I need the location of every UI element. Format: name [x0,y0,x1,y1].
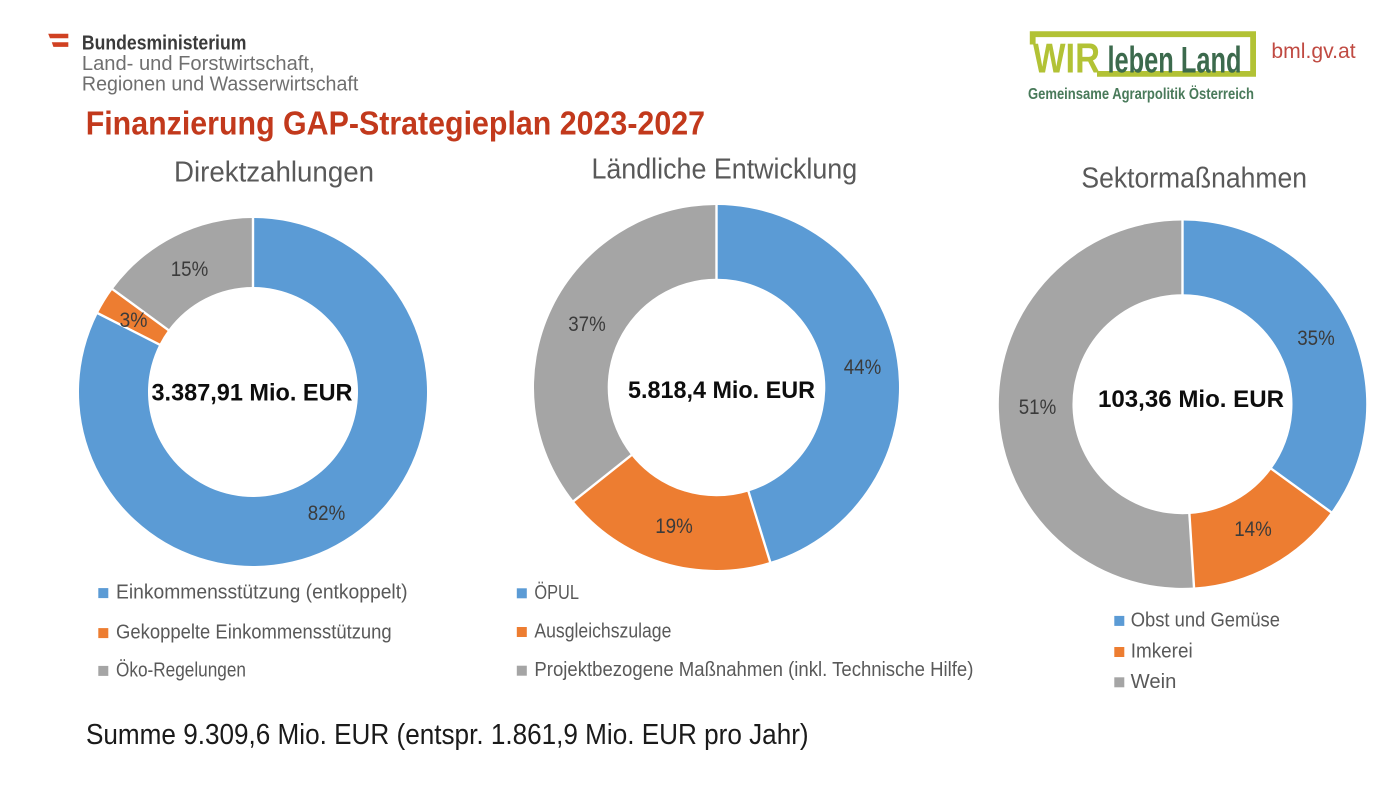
svg-text:3.387,91 Mio. EUR: 3.387,91 Mio. EUR [152,380,353,407]
svg-text:Projektbezogene Maßnahmen (ink: Projektbezogene Maßnahmen (inkl. Technis… [534,659,973,681]
svg-text:Land- und Forstwirtschaft,: Land- und Forstwirtschaft, [82,52,315,75]
svg-text:14%: 14% [1234,518,1272,541]
svg-text:Wein: Wein [1131,671,1177,693]
svg-text:bml.gv.at: bml.gv.at [1271,39,1355,63]
svg-text:Direktzahlungen: Direktzahlungen [174,157,374,189]
svg-text:Obst und Gemüse: Obst und Gemüse [1131,609,1280,631]
svg-text:Einkommensstützung (entkoppelt: Einkommensstützung (entkoppelt) [116,582,408,604]
svg-text:19%: 19% [655,515,693,538]
svg-text:Regionen und Wasserwirtschaft: Regionen und Wasserwirtschaft [82,73,359,96]
svg-text:Gemeinsame Agrarpolitik Österr: Gemeinsame Agrarpolitik Österreich [1028,84,1254,103]
svg-text:Gekoppelte Einkommensstützung: Gekoppelte Einkommensstützung [116,622,392,644]
svg-text:103,36 Mio. EUR: 103,36 Mio. EUR [1098,386,1284,413]
svg-text:Ausgleichszulage: Ausgleichszulage [534,621,671,643]
svg-text:Finanzierung GAP-Strategieplan: Finanzierung GAP-Strategieplan 2023-2027 [86,105,705,142]
svg-text:35%: 35% [1297,327,1335,350]
svg-text:Öko-Regelungen: Öko-Regelungen [116,659,246,681]
svg-text:3%: 3% [120,309,148,332]
svg-text:Bundesministerium: Bundesministerium [82,32,247,54]
svg-text:5.818,4 Mio. EUR: 5.818,4 Mio. EUR [628,377,815,404]
svg-text:37%: 37% [568,313,606,336]
svg-text:51%: 51% [1019,396,1057,419]
svg-text:ÖPUL: ÖPUL [534,582,579,604]
svg-text:15%: 15% [171,258,209,281]
svg-text:Sektormaßnahmen: Sektormaßnahmen [1081,163,1307,195]
svg-text:Imkerei: Imkerei [1131,641,1193,663]
svg-text:Ländliche Entwicklung: Ländliche Entwicklung [591,154,857,186]
svg-text:44%: 44% [844,356,882,379]
svg-text:82%: 82% [308,502,346,525]
svg-text:Summe 9.309,6 Mio. EUR (entspr: Summe 9.309,6 Mio. EUR (entspr. 1.861,9 … [86,719,809,751]
svg-text:WIR: WIR [1033,35,1100,82]
svg-text:leben Land: leben Land [1108,40,1242,81]
